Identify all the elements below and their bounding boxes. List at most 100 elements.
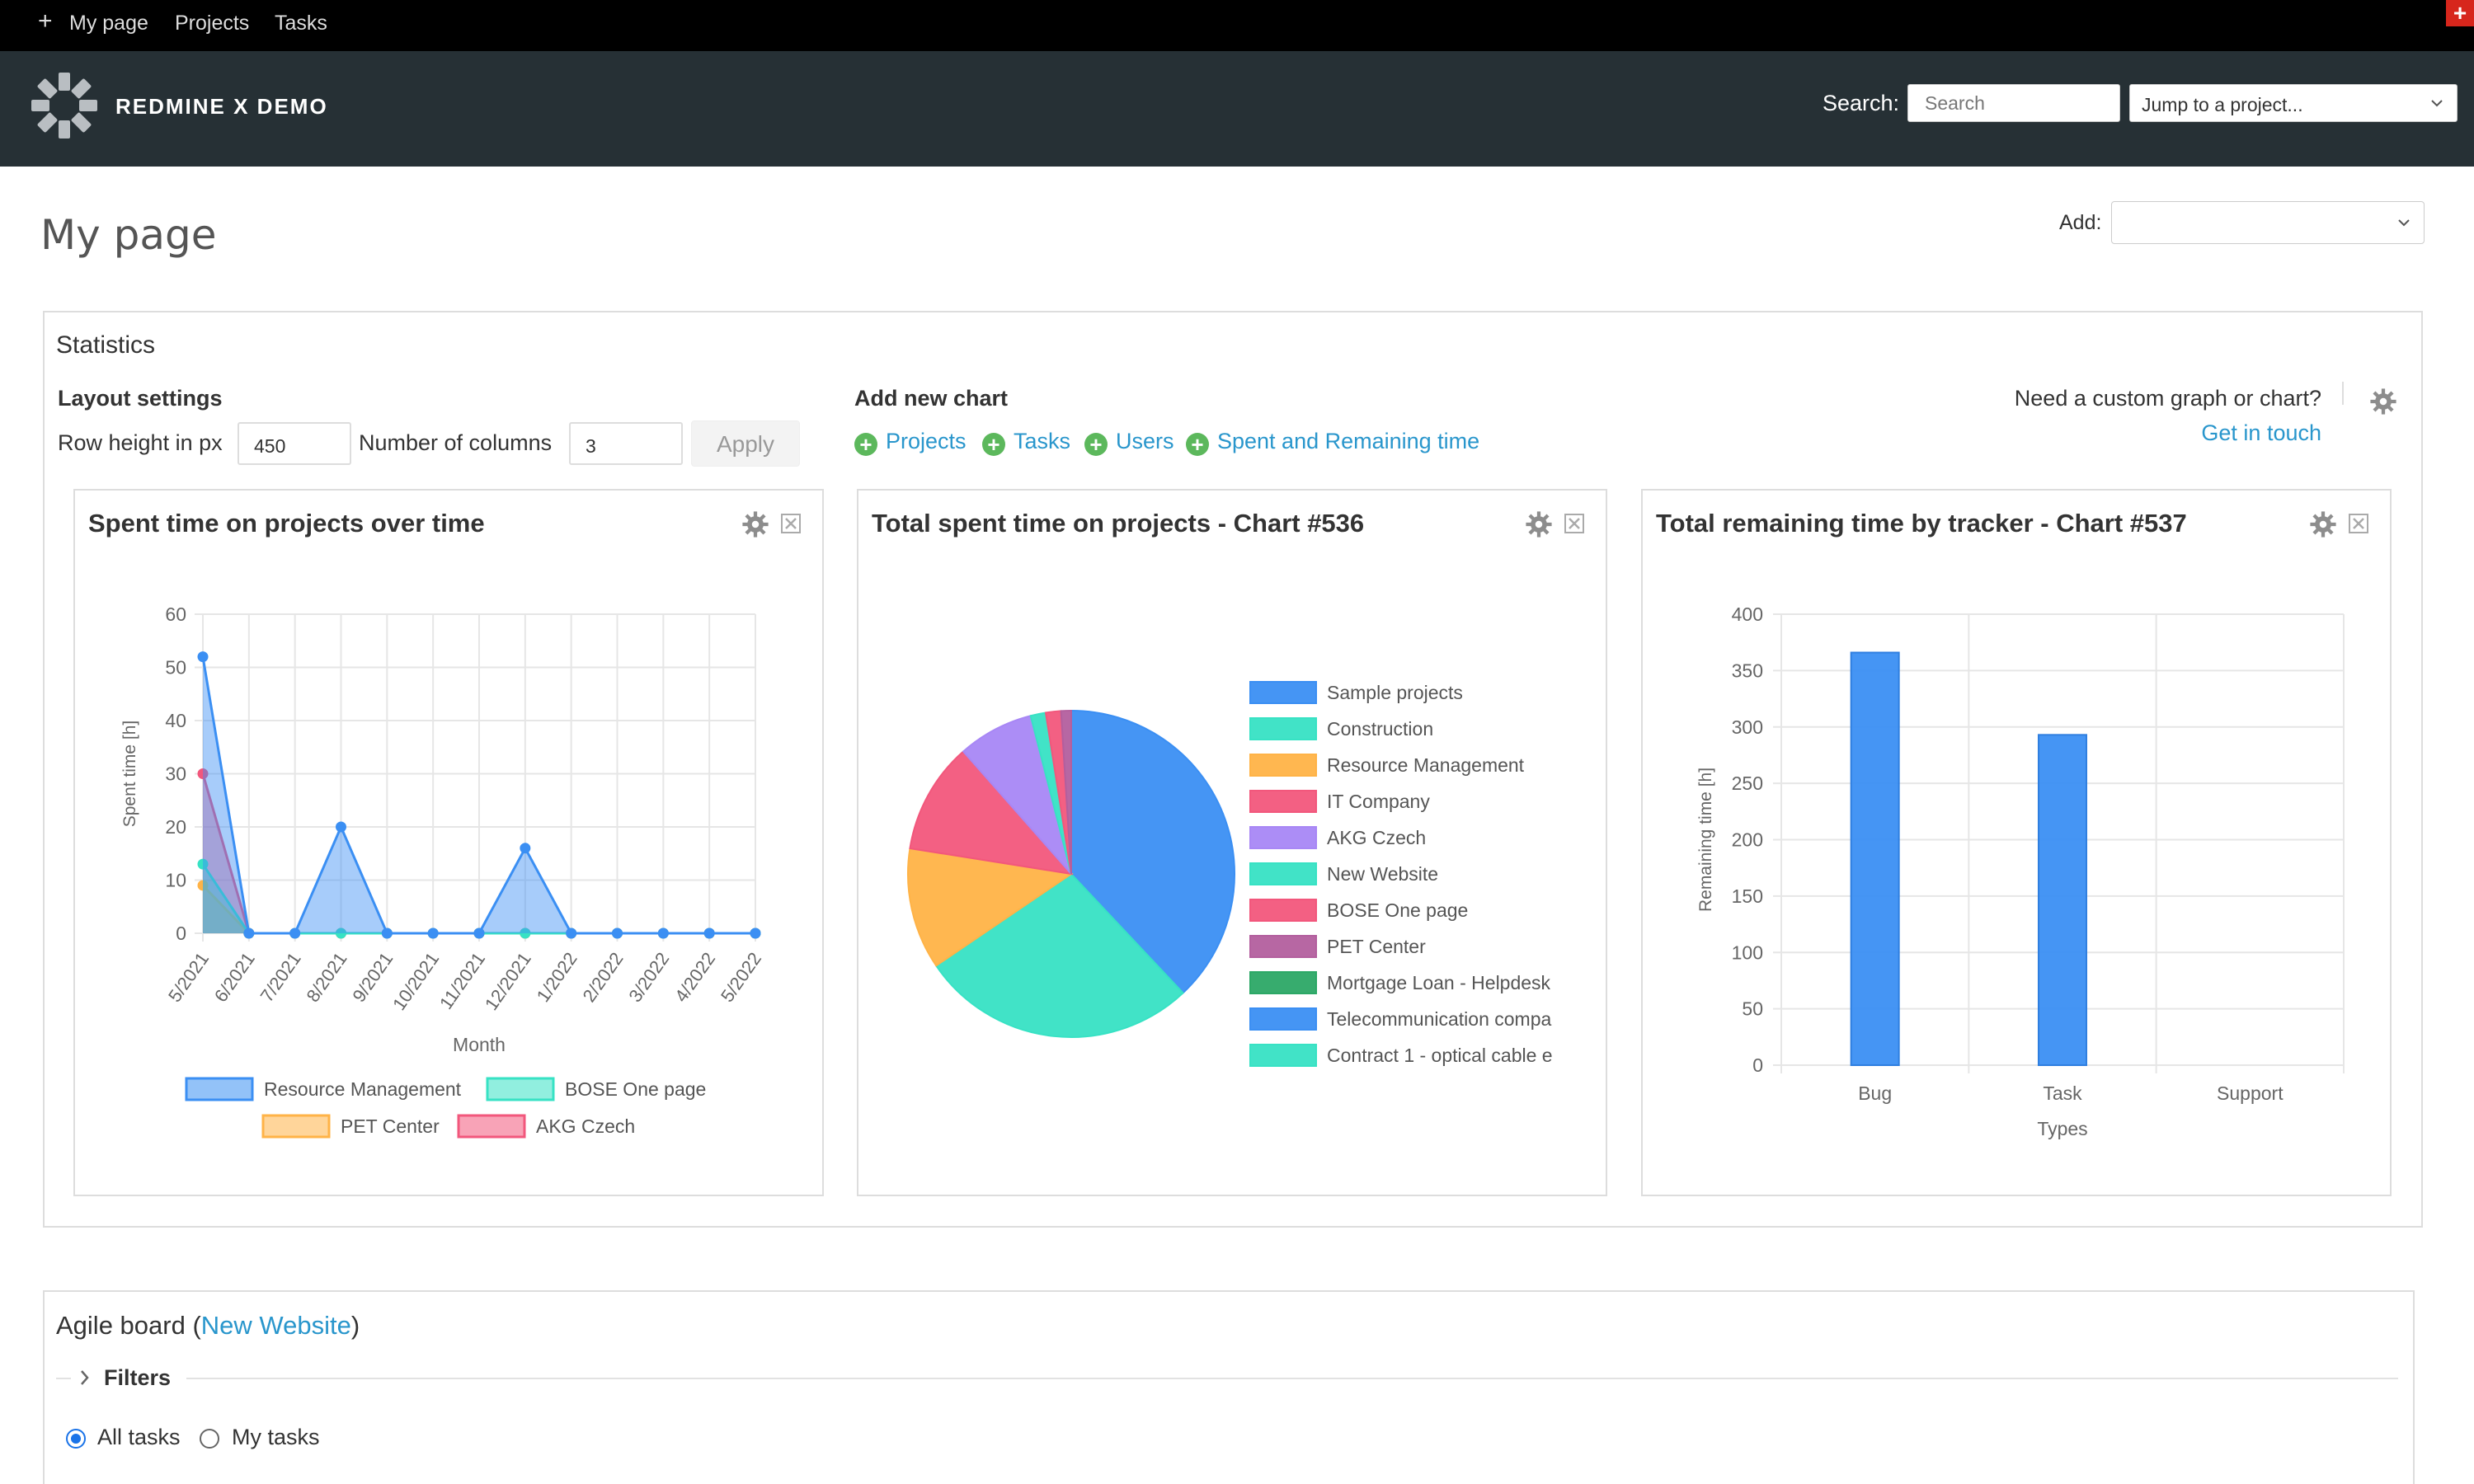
y-tick-label: 400 xyxy=(1732,603,1763,625)
legend-label: BOSE One page xyxy=(565,1078,706,1100)
search-label: Search: xyxy=(1823,91,1900,115)
all-tasks-radio[interactable] xyxy=(66,1429,86,1449)
agile-project-link[interactable]: New Website xyxy=(200,1311,351,1340)
bar xyxy=(2038,734,2087,1066)
data-point xyxy=(197,858,209,870)
add-chart-projects-link[interactable]: + Projects xyxy=(854,429,967,456)
pie-slice xyxy=(1070,709,1235,994)
y-tick-label: 0 xyxy=(176,923,186,944)
legend-swatch xyxy=(1249,862,1317,885)
legend-swatch xyxy=(1249,935,1317,958)
y-tick-label: 100 xyxy=(1732,942,1763,963)
legend-swatch xyxy=(1249,1044,1317,1067)
jump-to-project-select[interactable]: Jump to a project... xyxy=(2129,84,2458,122)
pie-slice xyxy=(1060,709,1072,875)
add-chart-tasks-link[interactable]: + Tasks xyxy=(982,429,1070,456)
legend-swatch xyxy=(1249,790,1317,813)
legend-label: Resource Management xyxy=(1327,754,1525,776)
x-tick-label: 1/2022 xyxy=(533,949,581,1006)
legend-label: PET Center xyxy=(341,1115,440,1137)
area-fill xyxy=(203,656,755,933)
data-point xyxy=(703,928,715,939)
data-point xyxy=(566,928,577,939)
data-point xyxy=(197,768,209,779)
y-tick-label: 10 xyxy=(165,870,186,891)
y-tick-label: 200 xyxy=(1732,829,1763,851)
data-point xyxy=(197,651,209,663)
y-axis-label: Remaining time [h] xyxy=(1696,768,1715,912)
top-menu-projects[interactable]: Projects xyxy=(175,12,250,35)
add-chart-tasks-label: Tasks xyxy=(1014,429,1071,453)
legend-swatch xyxy=(1249,971,1317,994)
get-in-touch-link[interactable]: Get in touch xyxy=(2201,420,2321,445)
legend-swatch xyxy=(185,1077,254,1101)
bar-chart: 0 50 100 150 200 250 300 350 400 Remaining time [… xyxy=(1696,603,2345,1139)
y-tick-label: 30 xyxy=(165,763,186,785)
x-axis-label: Month xyxy=(453,1034,506,1055)
jump-select-value: Jump to a project... xyxy=(2142,94,2303,115)
legend-swatch xyxy=(1249,899,1317,922)
app-title[interactable]: REDMINE X DEMO xyxy=(115,94,328,119)
legend-label: BOSE One page xyxy=(1327,899,1468,921)
legend-label: Construction xyxy=(1327,718,1433,740)
filters-label[interactable]: Filters xyxy=(104,1365,172,1390)
my-tasks-radio[interactable] xyxy=(200,1429,219,1449)
data-point xyxy=(750,928,761,939)
y-tick-label: 20 xyxy=(165,816,186,838)
add-chart-spent-remaining-link[interactable]: + Spent and Remaining time xyxy=(1186,429,1479,456)
data-point xyxy=(243,928,255,939)
data-point xyxy=(289,928,301,939)
statistics-title: Statistics xyxy=(56,331,156,359)
x-tick-label: Task xyxy=(2043,1082,2082,1104)
row-height-input[interactable]: 450 xyxy=(238,422,351,465)
chart-panel-spent-time: Spent time on projects over time 5/2021 6… xyxy=(73,489,824,1196)
y-tick-label: 300 xyxy=(1732,716,1763,738)
my-tasks-label[interactable]: My tasks xyxy=(232,1425,320,1449)
add-chart-spent-remaining-label: Spent and Remaining time xyxy=(1217,429,1480,453)
legend-swatch xyxy=(486,1077,555,1101)
data-point xyxy=(336,821,346,833)
y-tick-label: 50 xyxy=(1742,998,1763,1020)
add-plus-icon: + xyxy=(854,433,877,456)
agile-title-prefix: Agile board ( xyxy=(56,1311,201,1340)
corner-plus-icon[interactable]: + xyxy=(2446,0,2474,26)
legend-label: Contract 1 - optical cable e xyxy=(1327,1045,1553,1066)
x-tick-label: 5/2021 xyxy=(164,949,213,1006)
top-menu-tasks[interactable]: Tasks xyxy=(275,12,327,35)
layout-settings-title: Layout settings xyxy=(58,386,223,411)
bar xyxy=(1850,651,1900,1066)
data-point xyxy=(381,928,393,939)
add-chart-users-link[interactable]: + Users xyxy=(1084,429,1174,456)
x-tick-label: 4/2022 xyxy=(670,949,719,1006)
x-tick-label: 8/2021 xyxy=(303,949,351,1006)
new-item-plus-icon[interactable]: + xyxy=(38,7,53,35)
add-chart-projects-label: Projects xyxy=(886,429,967,453)
legend-label: IT Company xyxy=(1327,791,1430,812)
legend-swatch xyxy=(1249,826,1317,849)
add-block-select[interactable] xyxy=(2111,201,2425,244)
header: REDMINE X DEMO Search: Jump to a project… xyxy=(0,51,2474,167)
gear-icon[interactable] xyxy=(2369,387,2397,416)
agile-board-title: Agile board (New Website) xyxy=(56,1311,360,1341)
y-tick-label: 50 xyxy=(165,657,186,679)
columns-input[interactable]: 3 xyxy=(569,422,683,465)
redmine-x-logo-icon[interactable] xyxy=(31,73,97,139)
legend-swatch xyxy=(1249,1007,1317,1031)
search-input[interactable] xyxy=(1907,84,2120,122)
x-tick-label: 5/2022 xyxy=(717,949,765,1006)
all-tasks-label[interactable]: All tasks xyxy=(97,1425,181,1449)
legend-swatch xyxy=(261,1114,331,1139)
legend-label: New Website xyxy=(1327,863,1438,885)
data-point xyxy=(520,843,531,854)
chevron-right-icon[interactable] xyxy=(78,1367,92,1388)
filters-toggle[interactable] xyxy=(71,1362,186,1395)
pie-slice xyxy=(909,750,1074,876)
top-menu-my-page[interactable]: My page xyxy=(69,12,148,35)
chevron-down-icon xyxy=(2398,219,2410,227)
apply-button[interactable]: Apply xyxy=(691,420,800,467)
page-title: My page xyxy=(40,211,217,259)
add-chart-users-label: Users xyxy=(1116,429,1174,453)
legend-swatch xyxy=(1249,681,1317,704)
chart-title: Spent time on projects over time xyxy=(88,509,485,538)
